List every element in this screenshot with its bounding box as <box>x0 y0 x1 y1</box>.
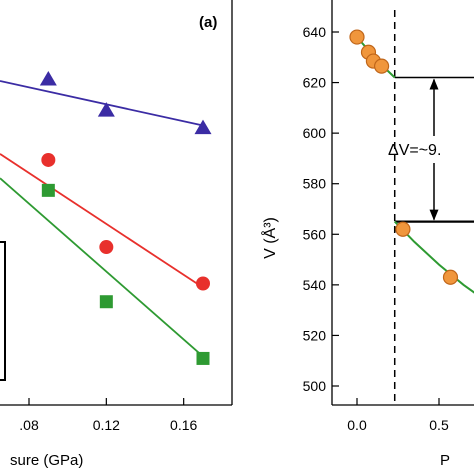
fit-line-a-0 <box>0 80 204 127</box>
x-tick-label-a: 0.16 <box>170 417 197 433</box>
circle-point-b-4 <box>395 221 411 237</box>
x-ticks-a: .08 0.12 0.16 <box>19 398 198 433</box>
square-point-a-2-0 <box>41 183 55 197</box>
x-tick-label-a: 0.12 <box>93 417 120 433</box>
data-points-a <box>39 70 212 365</box>
y-tick-label-b: 540 <box>303 277 327 293</box>
x-ticks-b: 0.0 0.5 <box>347 398 449 433</box>
panel-label-a: (a) <box>199 14 217 31</box>
x-axis-label-a: sure (GPa) <box>10 452 83 469</box>
fit-line-a-2 <box>0 177 204 358</box>
triangle-point-a-0-1 <box>97 102 115 117</box>
transition-guides-b <box>393 10 474 405</box>
y-tick-label-b: 560 <box>303 226 327 242</box>
x-tick-label-b: 0.5 <box>429 417 449 433</box>
delta-arrow-lower-head <box>429 209 439 221</box>
x-tick-label-b: 0.0 <box>347 417 367 433</box>
circle-point-a-1-1 <box>99 240 114 255</box>
y-tick-label-b: 600 <box>303 125 327 141</box>
x-tick-label-a: .08 <box>19 417 39 433</box>
y-tick-label-b: 580 <box>303 176 327 192</box>
y-tick-label-b: 520 <box>303 327 327 343</box>
chart-panel-b: 500 520 540 560 580 600 620 640 0.0 0.5 V (Å³) P… <box>260 0 474 469</box>
fit-line-a-1 <box>0 153 204 289</box>
square-point-a-2-2 <box>196 351 210 365</box>
y-axis-label-b: V (Å³) <box>260 217 279 259</box>
circle-point-a-1-2 <box>196 276 210 291</box>
circle-point-b-5 <box>442 269 459 285</box>
circle-point-b-0 <box>349 29 365 45</box>
y-tick-label-b: 500 <box>303 378 327 394</box>
fit-curve-b-1 <box>393 220 474 294</box>
x-axis-label-b: P <box>440 452 450 469</box>
fit-lines-a <box>0 80 204 358</box>
inset-box-edge <box>0 241 6 381</box>
circle-point-a-1-0 <box>41 152 56 167</box>
y-tick-label-b: 620 <box>303 75 327 91</box>
y-tick-label-b: 640 <box>303 24 327 40</box>
delta-v-annotation: ΔV=~9. <box>388 142 441 159</box>
triangle-point-a-0-0 <box>39 70 57 86</box>
delta-arrow-upper-head <box>429 78 439 90</box>
y-ticks-b: 500 520 540 560 580 600 620 640 <box>303 24 339 394</box>
data-points-b <box>349 29 459 285</box>
chart-panel-a: (a) .08 0.12 0.16 sure (GPa) <box>0 0 233 469</box>
circle-point-b-3 <box>374 58 390 74</box>
triangle-point-a-0-2 <box>194 119 212 135</box>
square-point-a-2-1 <box>99 295 113 309</box>
